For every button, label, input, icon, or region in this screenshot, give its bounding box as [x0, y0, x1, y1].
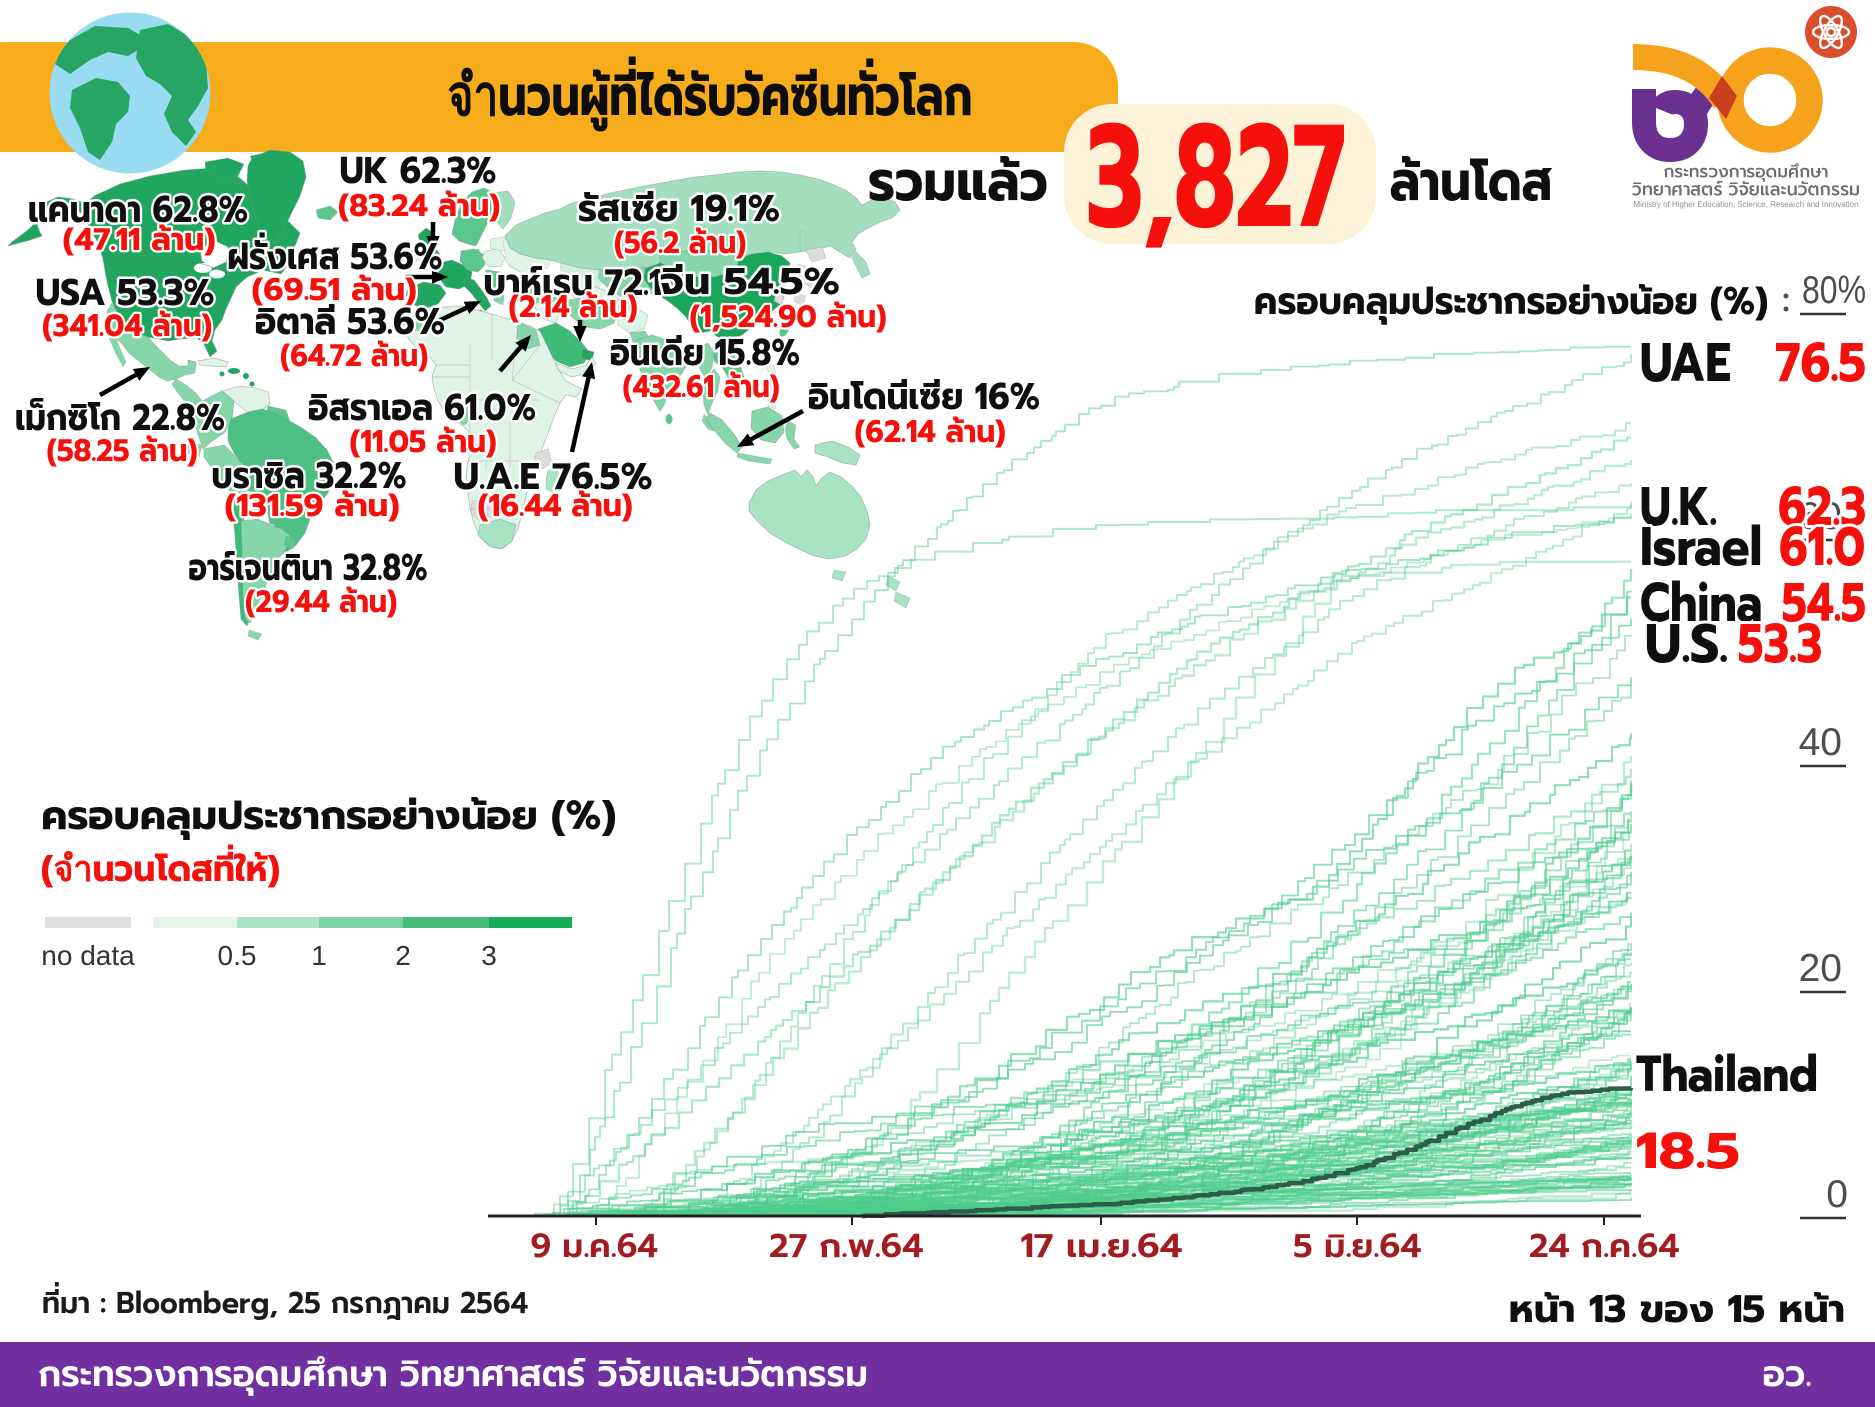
- svg-text:20: 20: [1799, 947, 1842, 990]
- svg-text:1: 1: [311, 940, 327, 971]
- svg-text:บราซิล 32.2%: บราซิล 32.2%: [212, 448, 407, 504]
- svg-text:(11.05 ล้าน): (11.05 ล้าน): [350, 419, 497, 466]
- svg-text:61.0: 61.0: [1779, 506, 1865, 588]
- svg-text:U.A.E 76.5%: U.A.E 76.5%: [454, 449, 653, 505]
- svg-text:60: 60: [1799, 495, 1842, 538]
- svg-text:อิตาลี 53.6%: อิตาลี 53.6%: [255, 294, 445, 350]
- svg-text:(131.59 ล้าน): (131.59 ล้าน): [225, 483, 400, 530]
- svg-text:(2.14 ล้าน): (2.14 ล้าน): [509, 284, 638, 331]
- svg-text:0: 0: [1826, 1173, 1848, 1216]
- svg-text:2: 2: [395, 940, 411, 971]
- svg-text:หน้า 13 ของ 15 หน้า: หน้า 13 ของ 15 หน้า: [1509, 1282, 1845, 1339]
- svg-text:3: 3: [481, 940, 497, 971]
- svg-text:5 มิ.ย.64: 5 มิ.ย.64: [1293, 1221, 1421, 1271]
- svg-text:(69.51 ล้าน): (69.51 ล้าน): [252, 267, 417, 314]
- svg-text:(1,524.90 ล้าน): (1,524.90 ล้าน): [690, 294, 887, 341]
- svg-text:(56.2 ล้าน): (56.2 ล้าน): [614, 220, 746, 267]
- svg-text:Israel: Israel: [1640, 506, 1762, 588]
- svg-text:กระทรวงการอุดมศึกษา วิทยาศาสตร: กระทรวงการอุดมศึกษา วิทยาศาสตร์ วิจัยและ…: [38, 1348, 868, 1402]
- svg-text:U.K.: U.K.: [1640, 466, 1717, 548]
- svg-text:(58.25 ล้าน): (58.25 ล้าน): [47, 428, 198, 475]
- svg-text:(83.24 ล้าน): (83.24 ล้าน): [338, 183, 500, 230]
- svg-text:(จำนวนโดสที่ให้): (จำนวนโดสที่ให้): [41, 843, 280, 897]
- svg-text:3,827: 3,827: [1087, 69, 1346, 288]
- svg-text:เม็กซิโก 22.8%: เม็กซิโก 22.8%: [15, 390, 225, 446]
- svg-text:แคนาดา 62.8%: แคนาดา 62.8%: [28, 182, 248, 238]
- svg-text:Ministry of Higher Education,: Ministry of Higher Education, Science, R…: [1634, 200, 1859, 209]
- svg-text:9 ม.ค.64: 9 ม.ค.64: [531, 1221, 658, 1271]
- svg-text:U.S.: U.S.: [1645, 603, 1728, 685]
- svg-text:(432.61 ล้าน): (432.61 ล้าน): [623, 364, 780, 411]
- svg-text:UAE: UAE: [1640, 322, 1731, 404]
- svg-text:0.5: 0.5: [218, 940, 257, 971]
- svg-text:อินโดนีเซีย 16%: อินโดนีเซีย 16%: [808, 369, 1040, 425]
- svg-text:USA 53.3%: USA 53.3%: [36, 265, 215, 321]
- svg-text:Thailand: Thailand: [1636, 1037, 1818, 1113]
- svg-text:จำนวนผู้ที่ได้รับวัคซีนทั่วโลก: จำนวนผู้ที่ได้รับวัคซีนทั่วโลก: [448, 54, 973, 140]
- svg-text:80%: 80%: [1802, 269, 1866, 312]
- svg-text:62.3: 62.3: [1778, 466, 1866, 548]
- svg-text:ครอบคลุมประชากรอย่างน้อย (%): ครอบคลุมประชากรอย่างน้อย (%): [41, 785, 616, 846]
- svg-text:กระทรวงการอุดมศึกษา: กระทรวงการอุดมศึกษา: [1664, 159, 1830, 185]
- svg-text:(29.44 ล้าน): (29.44 ล้าน): [245, 579, 397, 626]
- svg-text:รัสเซีย 19.1%: รัสเซีย 19.1%: [578, 181, 780, 237]
- svg-text:24 ก.ค.64: 24 ก.ค.64: [1529, 1221, 1679, 1271]
- svg-text:ล้านโดส: ล้านโดส: [1390, 141, 1553, 224]
- svg-text:ครอบคลุมประชากรอย่างน้อย (%): ครอบคลุมประชากรอย่างน้อย (%): [1254, 274, 1768, 331]
- svg-text:27 ก.พ.64: 27 ก.พ.64: [769, 1221, 923, 1271]
- svg-text:76.5: 76.5: [1775, 322, 1866, 404]
- svg-text:อิสราเอล 61.0%: อิสราเอล 61.0%: [308, 380, 536, 436]
- svg-text:(62.14 ล้าน): (62.14 ล้าน): [855, 409, 1006, 456]
- svg-text:54.5: 54.5: [1782, 562, 1866, 644]
- svg-text:17 เม.ย.64: 17 เม.ย.64: [1020, 1221, 1182, 1271]
- svg-text:บาห์เรน 72.1: บาห์เรน 72.1: [484, 255, 663, 311]
- svg-text:18.5: 18.5: [1636, 1114, 1740, 1190]
- svg-text:ฝรั่งเศส 53.6%: ฝรั่งเศส 53.6%: [228, 229, 443, 285]
- svg-text:40: 40: [1799, 721, 1842, 764]
- svg-text:no data: no data: [41, 940, 135, 971]
- svg-text:(341.04 ล้าน): (341.04 ล้าน): [42, 303, 212, 350]
- svg-text:China: China: [1640, 562, 1762, 644]
- svg-text:53.3: 53.3: [1738, 603, 1822, 685]
- svg-text:(16.44 ล้าน): (16.44 ล้าน): [478, 483, 633, 530]
- svg-text:อินเดีย 15.8%: อินเดีย 15.8%: [610, 325, 800, 381]
- svg-text::: :: [1782, 272, 1790, 329]
- svg-text:UK 62.3%: UK 62.3%: [340, 143, 497, 199]
- svg-text:อาร์เจนตินา 32.8%: อาร์เจนตินา 32.8%: [189, 540, 428, 596]
- svg-text:ที่มา : Bloomberg, 25 กรกฎาคม: ที่มา : Bloomberg, 25 กรกฎาคม 2564: [42, 1280, 529, 1326]
- svg-text:วิทยาศาสตร์ วิจัยและนวัตกรรม: วิทยาศาสตร์ วิจัยและนวัตกรรม: [1632, 175, 1860, 203]
- svg-text:อว.: อว.: [1763, 1348, 1812, 1402]
- svg-text:รวมแล้ว: รวมแล้ว: [868, 141, 1048, 224]
- svg-text:(47.11 ล้าน): (47.11 ล้าน): [63, 217, 216, 264]
- svg-text:(64.72 ล้าน): (64.72 ล้าน): [280, 333, 428, 380]
- svg-text:จีน 54.5%: จีน 54.5%: [660, 254, 840, 310]
